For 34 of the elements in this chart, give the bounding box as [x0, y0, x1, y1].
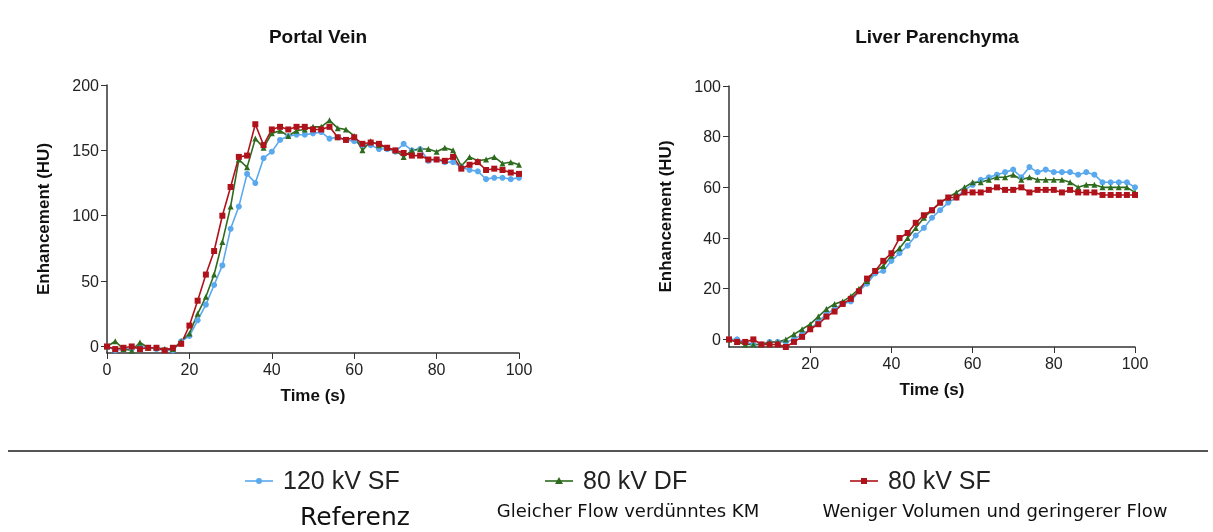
y-tick-label: 0 [712, 330, 722, 348]
x-tick-label: 60 [345, 360, 364, 378]
chart-title: Portal Vein [268, 26, 368, 47]
legend-label: 80 kV DF [583, 466, 688, 495]
x-tick-label: 20 [180, 360, 199, 378]
y-tick-label: 100 [694, 77, 722, 95]
y-tick-label: 40 [703, 229, 722, 247]
x-tick-label: 100 [1121, 354, 1149, 372]
y-axis-title: Enhancement (HU) [34, 142, 53, 296]
x-tick-label: 100 [505, 360, 533, 378]
x-tick-label: 60 [963, 354, 982, 372]
x-axis-title: Time (s) [280, 386, 346, 405]
chart-title: Liver Parenchyma [855, 26, 1020, 47]
x-tick-label: 0 [102, 360, 112, 378]
x-tick-label: 80 [427, 360, 446, 378]
y-tick-label: 200 [72, 76, 100, 94]
x-tick-label: 40 [882, 354, 901, 372]
y-tick-label: 100 [72, 207, 100, 225]
text: Referenz [300, 502, 410, 531]
y-tick-label: 80 [703, 128, 722, 146]
x-tick-label: 80 [1044, 354, 1063, 372]
x-axis-title: Time (s) [899, 380, 965, 399]
legend-label: 120 kV SF [283, 466, 400, 495]
y-axis-title: Enhancement (HU) [656, 140, 675, 293]
text: Gleicher Flow verdünntes KM [496, 500, 760, 521]
y-tick-label: 60 [703, 178, 722, 196]
y-tick-label: 0 [90, 337, 100, 355]
x-tick-label: 40 [262, 360, 281, 378]
text: Weniger Volumen und geringerer Flow [821, 500, 1169, 521]
x-tick-label: 20 [801, 354, 820, 372]
legend-label: 80 kV SF [888, 466, 991, 495]
y-tick-label: 20 [703, 280, 722, 298]
y-tick-label: 50 [81, 272, 100, 290]
y-tick-label: 150 [72, 141, 100, 159]
